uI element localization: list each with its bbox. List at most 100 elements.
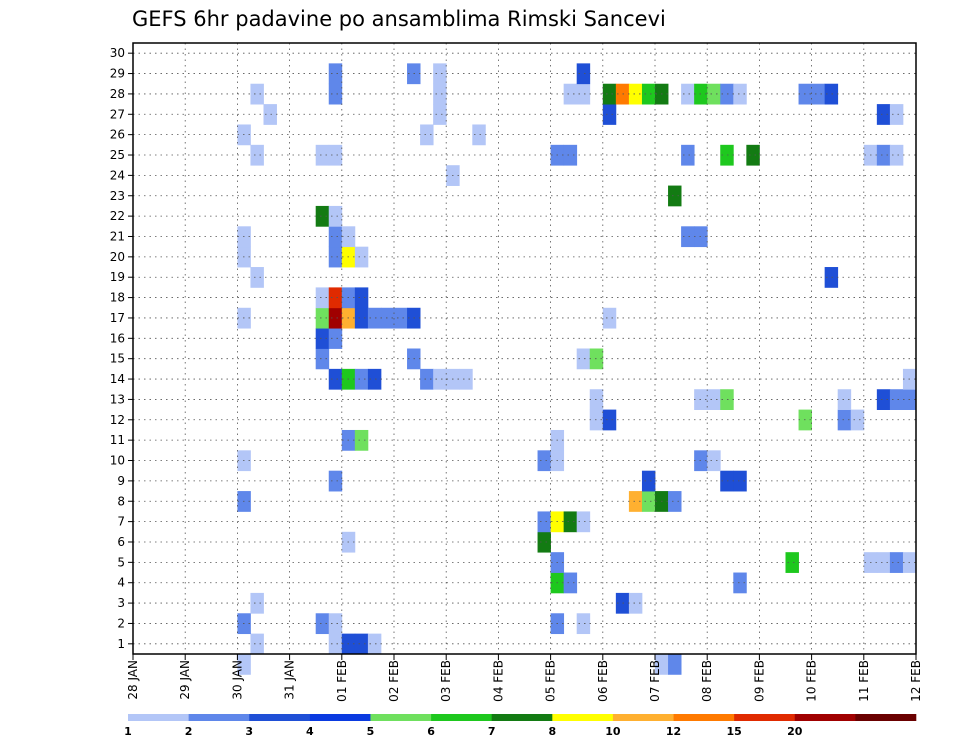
colorbar-label: 2 <box>185 725 193 738</box>
heatmap-cell <box>720 470 734 492</box>
y-tick-label: 22 <box>110 209 125 223</box>
x-tick-label: 30 JAN <box>230 660 244 700</box>
heatmap-cell <box>602 104 617 125</box>
heatmap-cells <box>237 63 917 675</box>
y-tick-label: 14 <box>110 372 125 386</box>
y-tick-label: 1 <box>117 637 125 651</box>
heatmap-cell <box>433 63 447 85</box>
x-tick-label: 07 FEB <box>648 660 662 702</box>
y-tick-label: 10 <box>110 454 125 468</box>
heatmap-cell <box>250 144 264 166</box>
heatmap-cell <box>433 368 447 390</box>
heatmap-cell <box>315 348 330 370</box>
heatmap-cell <box>850 409 865 431</box>
heatmap-cell <box>328 613 343 635</box>
colorbar-swatch <box>309 714 371 721</box>
heatmap-cell <box>563 511 578 533</box>
colorbar-swatch <box>673 714 735 721</box>
colorbar-swatch <box>491 714 553 721</box>
heatmap-cell <box>315 613 330 635</box>
y-tick-label: 8 <box>117 494 125 508</box>
heatmap-cell <box>328 246 343 268</box>
heatmap-cell <box>641 491 656 512</box>
colorbar-swatch <box>249 714 311 721</box>
colorbar-label: 8 <box>548 725 556 738</box>
x-tick-label: 04 FEB <box>491 660 505 702</box>
heatmap-cell <box>328 226 343 248</box>
y-tick-label: 17 <box>110 311 125 325</box>
colorbar-swatch <box>855 714 917 721</box>
heatmap-cell <box>250 633 264 655</box>
heatmap-cell <box>394 307 408 329</box>
heatmap-cell <box>668 654 682 675</box>
colorbar-label: 20 <box>787 725 803 738</box>
y-tick-label: 13 <box>110 392 125 406</box>
heatmap-cell <box>315 144 330 166</box>
colorbar-swatch <box>188 714 250 721</box>
plot-frame <box>132 42 917 655</box>
heatmap-cell <box>250 267 264 288</box>
heatmap-cell <box>576 348 591 370</box>
heatmap-cell <box>889 104 904 125</box>
x-tick-label: 31 JAN <box>283 660 297 700</box>
heatmap-cell <box>576 511 591 533</box>
heatmap-cell <box>367 368 382 390</box>
heatmap-cell <box>681 144 695 166</box>
heatmap-cell <box>668 185 682 207</box>
heatmap-cell <box>420 124 434 146</box>
heatmap-cell <box>420 368 434 390</box>
heatmap-cell <box>328 368 343 390</box>
chart-title: GEFS 6hr padavine po ansamblima Rimski S… <box>132 7 666 31</box>
heatmap-cell <box>380 307 395 329</box>
y-tick-label: 27 <box>110 107 125 121</box>
heatmap-cell <box>707 450 721 472</box>
heatmap-cell <box>889 552 904 573</box>
heatmap-cell <box>433 104 447 125</box>
heatmap-cell <box>537 450 551 472</box>
heatmap-cell <box>733 83 747 105</box>
heatmap-cell <box>563 83 578 105</box>
colorbar-label: 15 <box>726 725 741 738</box>
grid-lines <box>133 43 916 654</box>
y-tick-label: 7 <box>117 515 125 529</box>
heatmap-cell <box>733 470 747 492</box>
colorbar-label: 6 <box>427 725 435 738</box>
x-tick-label: 29 JAN <box>178 660 192 700</box>
x-tick-label: 02 FEB <box>387 660 401 702</box>
heatmap-cell <box>876 389 891 410</box>
heatmap-cell <box>328 63 343 85</box>
heatmap-cell <box>628 491 643 512</box>
heatmap-cell <box>655 654 669 675</box>
y-tick-label: 5 <box>117 555 125 569</box>
heatmap-cell <box>328 144 343 166</box>
heatmap-cell <box>354 368 369 390</box>
y-tick-label: 30 <box>110 46 125 60</box>
heatmap-cell <box>746 144 760 166</box>
y-axis: 1234567891011121314151617181920212223242… <box>110 46 133 651</box>
heatmap-cell <box>328 633 343 655</box>
heatmap-cell <box>602 409 617 431</box>
heatmap-cell <box>576 83 591 105</box>
heatmap-cell <box>354 246 369 268</box>
colorbar-swatch <box>612 714 674 721</box>
heatmap-cell <box>641 83 656 105</box>
colorbar-swatch <box>370 714 432 721</box>
heatmap-cell <box>889 389 904 410</box>
y-tick-label: 15 <box>110 352 125 366</box>
heatmap-cell <box>707 83 721 105</box>
colorbar-label: 10 <box>605 725 621 738</box>
heatmap-cell <box>315 328 330 349</box>
heatmap-cell <box>733 572 747 594</box>
heatmap-cell <box>354 287 369 309</box>
heatmap-cell <box>563 144 578 166</box>
heatmap-cell <box>876 552 891 573</box>
x-tick-label: 28 JAN <box>126 660 140 700</box>
heatmap-cell <box>328 205 343 227</box>
heatmap-cell <box>707 389 721 410</box>
y-tick-label: 19 <box>110 270 125 284</box>
x-tick-label: 12 FEB <box>909 660 923 702</box>
heatmap-cell <box>668 491 682 512</box>
heatmap-cell <box>328 307 343 329</box>
y-tick-label: 29 <box>110 67 125 81</box>
